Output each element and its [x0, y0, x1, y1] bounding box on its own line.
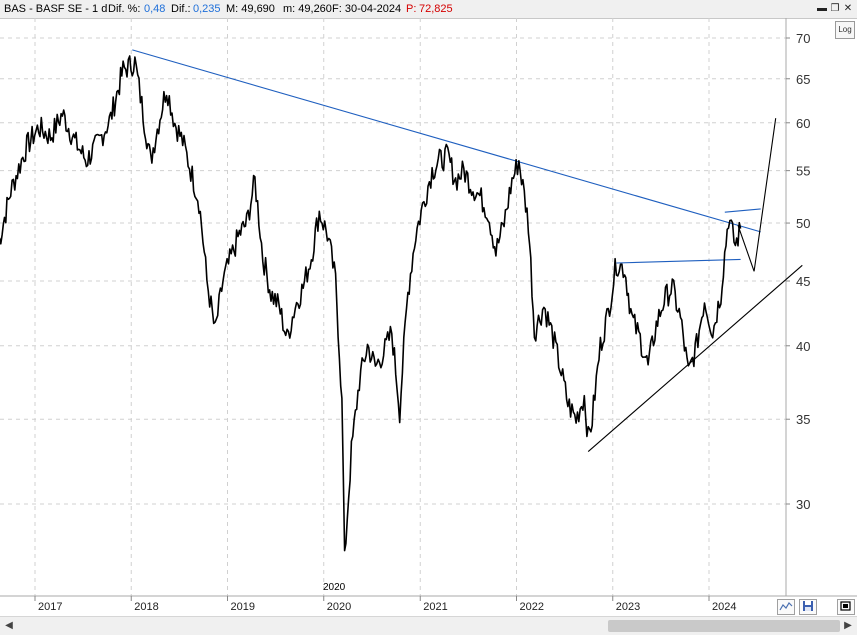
dif-pct-value: 0,48 — [144, 3, 166, 15]
x-tick-label: 2024 — [712, 601, 736, 613]
grid — [0, 18, 786, 596]
price-label: P: — [406, 3, 417, 15]
y-tick-label: 65 — [796, 72, 810, 87]
y-tick-label: 30 — [796, 497, 810, 512]
y-tick-label: 70 — [796, 31, 810, 46]
min-label: m: 49,260 — [283, 3, 332, 15]
y-tick-label: 45 — [796, 274, 810, 289]
x-tick-label: 2017 — [38, 601, 62, 613]
symbol-label: BAS - BASF SE - 1 d — [4, 3, 108, 15]
dif-label: Dif.: — [171, 3, 191, 15]
restore-button[interactable]: ❐ — [830, 3, 840, 14]
y-tick-label: 40 — [796, 339, 810, 354]
x-tick-label: 2023 — [616, 601, 640, 613]
horizontal-scrollbar[interactable]: ◀ ▶ — [0, 616, 857, 635]
x-tick-label: 2021 — [423, 601, 447, 613]
minimize-button[interactable]: ▬ — [817, 3, 827, 14]
close-button[interactable]: ✕ — [843, 3, 853, 14]
trendline — [724, 208, 761, 213]
date-label: F: 30-04-2024 — [332, 3, 402, 15]
trendline — [737, 118, 777, 272]
price-line — [0, 55, 742, 552]
y-tick-label: 55 — [796, 164, 810, 179]
line-chart-icon[interactable] — [777, 599, 795, 615]
scroll-left-button[interactable]: ◀ — [5, 620, 13, 631]
zoom-icon[interactable] — [837, 599, 855, 615]
x-tick-label: 2022 — [520, 601, 544, 613]
scroll-right-button[interactable]: ▶ — [844, 620, 852, 631]
x-tick-label: 2018 — [134, 601, 158, 613]
y-tick-label: 35 — [796, 412, 810, 427]
dif-value: 0,235 — [193, 3, 221, 15]
log-scale-button[interactable]: Log — [835, 21, 855, 39]
max-label: M: 49,690 — [226, 3, 275, 15]
y-tick-label: 50 — [796, 216, 810, 231]
trendline — [616, 258, 741, 264]
price-value: 72,825 — [419, 3, 453, 15]
axes — [0, 18, 857, 597]
dif-pct-label: Dif. %: — [108, 3, 141, 15]
save-icon[interactable] — [799, 599, 817, 615]
x-tick-label: 2019 — [230, 601, 254, 613]
price-series — [0, 55, 742, 552]
y-tick-labels: 30 35 40 45 50 55 60 65 70 — [786, 31, 810, 512]
scroll-thumb[interactable] — [608, 620, 840, 632]
x-tick-labels: 2017 2018 2019 2020 2021 2022 2023 2024 — [34, 596, 736, 613]
chart-header: BAS - BASF SE - 1 d Dif. %: 0,48 Dif.: 0… — [0, 0, 857, 19]
y-tick-label: 60 — [796, 116, 810, 131]
year-2020-annotation: 2020 — [323, 582, 346, 593]
trendline — [587, 264, 803, 453]
trendline — [132, 49, 761, 233]
trendlines — [132, 49, 803, 453]
x-tick-label: 2020 — [327, 601, 351, 613]
